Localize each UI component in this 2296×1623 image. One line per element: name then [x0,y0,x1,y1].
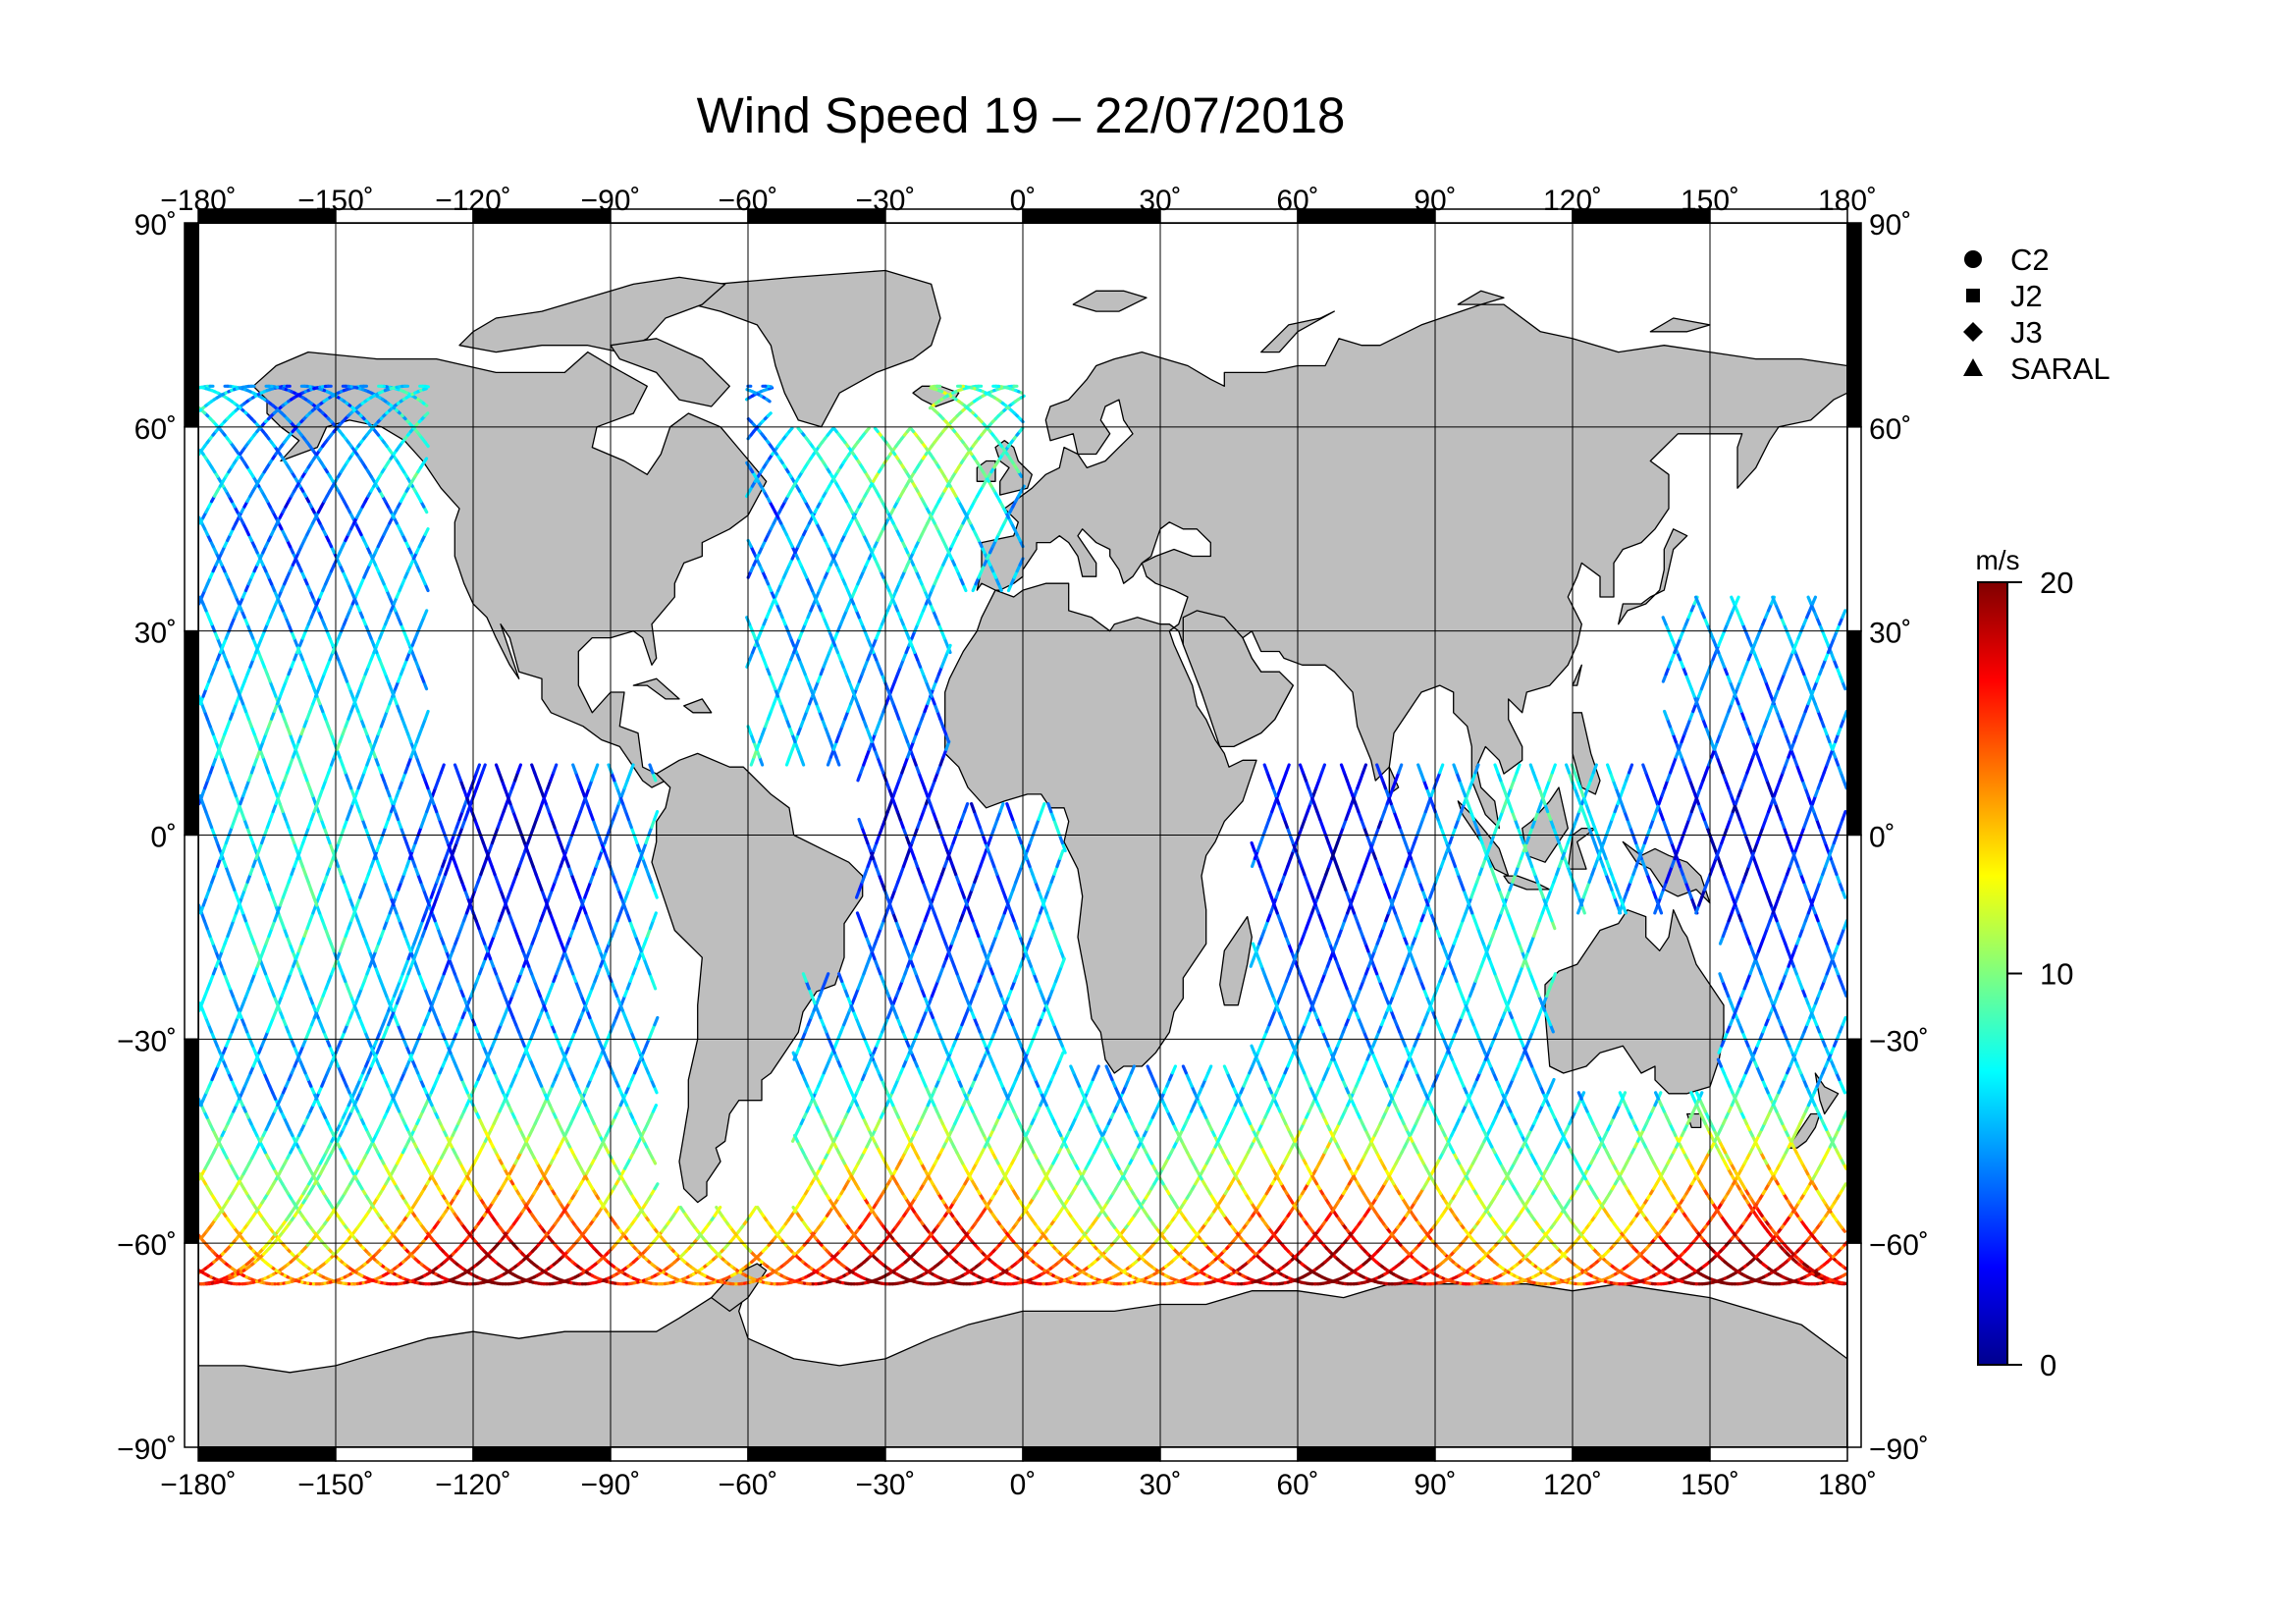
land-iceland [912,385,960,407]
track-segment [651,911,658,923]
map-area [184,208,1862,1462]
track-segment [751,1205,758,1214]
track-segment [1661,616,1668,626]
track-segment [929,386,935,391]
track-segment [474,763,481,775]
land-cuba [632,677,680,700]
track-segment [1564,763,1572,775]
map-title: Wind Speed 19 – 22/07/2018 [696,87,1346,143]
track-segment [1730,595,1736,606]
land-baffin-island [610,338,730,407]
track-segment [864,426,871,434]
land-japan [1618,528,1688,625]
land-svalbard [1072,290,1148,312]
track-segment [552,763,559,775]
track-segment [651,1104,659,1113]
land-new-zealand-n [1814,1072,1840,1115]
land-novaya-zemlya [1260,310,1335,353]
land-australia [1544,909,1725,1095]
track-segment [787,426,794,434]
land-greenland [692,269,941,428]
land-ireland [976,460,996,482]
track-segment [1689,1091,1696,1101]
track-segment [674,1205,681,1214]
satellite-tracks [198,384,1847,1286]
land-arabia-fill [1182,610,1294,748]
track-segment [1841,1272,1847,1277]
track-segment [628,763,635,775]
land-severnaya-zemlya [1457,290,1505,305]
track-segment [1806,595,1813,606]
land-south-america [651,752,864,1204]
track-segment [421,387,428,392]
track-segment [1718,972,1725,984]
land-canadian-islands [458,276,726,353]
track-segment [1018,426,1025,434]
track-segment [198,1269,204,1274]
land-sumatra [1457,800,1510,877]
land-taiwan [1572,664,1582,686]
track-segment [746,417,753,424]
land-north-america [252,351,768,788]
land-africa-madagascar [1219,915,1253,1006]
land-hispaniola [683,698,713,714]
track-segment [1641,763,1648,775]
